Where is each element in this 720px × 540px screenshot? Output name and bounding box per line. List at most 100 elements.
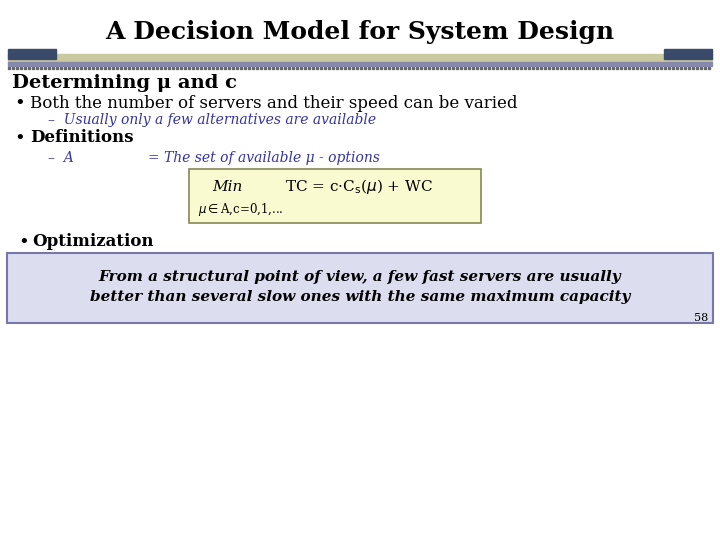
- Bar: [524, 67, 526, 69]
- Bar: [256, 67, 258, 69]
- Bar: [192, 67, 194, 69]
- Bar: [128, 67, 130, 69]
- Bar: [16, 67, 18, 69]
- Bar: [616, 67, 618, 69]
- Bar: [352, 67, 354, 69]
- Bar: [108, 67, 110, 69]
- Bar: [96, 67, 98, 69]
- Bar: [448, 67, 450, 69]
- Bar: [260, 67, 262, 69]
- Text: $\mu$$\in$A,c=0,1,...: $\mu$$\in$A,c=0,1,...: [198, 201, 284, 219]
- Bar: [72, 67, 74, 69]
- Bar: [384, 67, 386, 69]
- Bar: [8, 49, 56, 59]
- Bar: [224, 67, 226, 69]
- Bar: [628, 67, 630, 69]
- Text: –  Usually only a few alternatives are available: – Usually only a few alternatives are av…: [48, 113, 376, 127]
- Bar: [364, 67, 366, 69]
- Text: A Decision Model for System Design: A Decision Model for System Design: [105, 20, 615, 44]
- Bar: [56, 67, 58, 69]
- Bar: [300, 67, 302, 69]
- Bar: [284, 67, 286, 69]
- Bar: [696, 67, 698, 69]
- Bar: [708, 67, 710, 69]
- Bar: [568, 67, 570, 69]
- Text: •: •: [14, 94, 24, 112]
- Bar: [240, 67, 242, 69]
- Bar: [220, 67, 222, 69]
- Bar: [596, 67, 598, 69]
- Text: –  A: – A: [48, 151, 73, 165]
- Bar: [436, 67, 438, 69]
- Bar: [264, 67, 266, 69]
- Bar: [136, 67, 138, 69]
- Bar: [64, 67, 66, 69]
- Bar: [24, 67, 26, 69]
- Bar: [668, 67, 670, 69]
- Bar: [556, 67, 558, 69]
- Bar: [460, 67, 462, 69]
- Bar: [8, 62, 712, 66]
- Bar: [608, 67, 610, 69]
- Bar: [20, 67, 22, 69]
- Bar: [404, 67, 406, 69]
- Bar: [8, 67, 10, 69]
- Bar: [28, 67, 30, 69]
- Bar: [476, 67, 478, 69]
- Bar: [368, 67, 370, 69]
- Bar: [380, 67, 382, 69]
- Bar: [424, 67, 426, 69]
- Bar: [704, 67, 706, 69]
- Bar: [440, 67, 442, 69]
- Text: 58: 58: [694, 313, 708, 323]
- Bar: [100, 67, 102, 69]
- Bar: [572, 67, 574, 69]
- Bar: [320, 67, 322, 69]
- Bar: [444, 67, 446, 69]
- Text: Both the number of servers and their speed can be varied: Both the number of servers and their spe…: [30, 94, 518, 111]
- Bar: [340, 67, 342, 69]
- Bar: [496, 67, 498, 69]
- Bar: [216, 67, 218, 69]
- Bar: [208, 67, 210, 69]
- Bar: [160, 67, 162, 69]
- Bar: [188, 67, 190, 69]
- Bar: [432, 67, 434, 69]
- Bar: [252, 67, 254, 69]
- Bar: [376, 67, 378, 69]
- Bar: [576, 67, 578, 69]
- Bar: [268, 67, 270, 69]
- Bar: [248, 67, 250, 69]
- Text: •: •: [14, 129, 24, 147]
- Bar: [472, 67, 474, 69]
- Bar: [484, 67, 486, 69]
- Bar: [292, 67, 294, 69]
- Bar: [332, 67, 334, 69]
- Bar: [420, 67, 422, 69]
- Bar: [676, 67, 678, 69]
- Bar: [232, 67, 234, 69]
- Bar: [428, 67, 430, 69]
- Bar: [408, 67, 410, 69]
- Bar: [312, 67, 314, 69]
- Bar: [508, 67, 510, 69]
- Bar: [512, 67, 514, 69]
- Bar: [84, 67, 86, 69]
- Text: choose the cheapest alternative: choose the cheapest alternative: [66, 269, 290, 283]
- Bar: [348, 67, 350, 69]
- Bar: [528, 67, 530, 69]
- Bar: [168, 67, 170, 69]
- Bar: [452, 67, 454, 69]
- Bar: [372, 67, 374, 69]
- Bar: [504, 67, 506, 69]
- Bar: [552, 67, 554, 69]
- Bar: [700, 67, 702, 69]
- Bar: [272, 67, 274, 69]
- Bar: [152, 67, 154, 69]
- Bar: [296, 67, 298, 69]
- Bar: [12, 67, 14, 69]
- Bar: [536, 67, 538, 69]
- Bar: [624, 67, 626, 69]
- Bar: [412, 67, 414, 69]
- Bar: [548, 67, 550, 69]
